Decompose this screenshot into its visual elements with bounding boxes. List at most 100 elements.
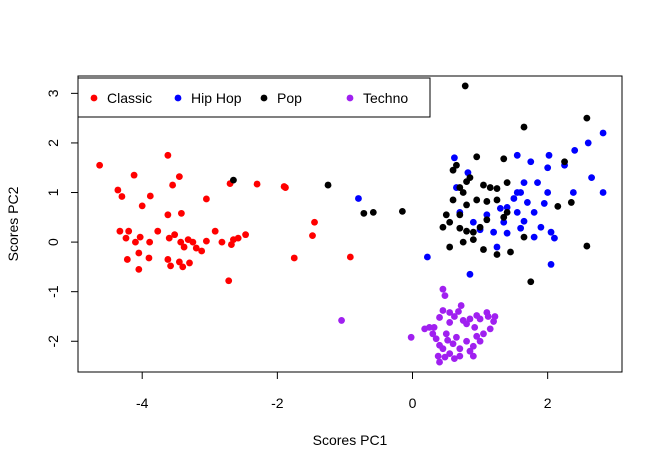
data-point bbox=[486, 184, 494, 191]
data-point bbox=[456, 352, 464, 360]
data-point bbox=[225, 277, 233, 285]
data-point bbox=[456, 211, 464, 219]
data-point bbox=[146, 192, 154, 200]
data-point bbox=[520, 123, 528, 131]
data-points bbox=[96, 82, 607, 366]
data-point bbox=[463, 320, 470, 328]
data-point bbox=[355, 195, 362, 202]
data-point bbox=[544, 189, 552, 196]
y-tick-label: 0 bbox=[45, 238, 61, 246]
data-point bbox=[442, 211, 450, 219]
data-point bbox=[186, 259, 193, 267]
data-point bbox=[455, 308, 462, 315]
data-point bbox=[567, 199, 575, 206]
data-point bbox=[146, 238, 154, 246]
data-point bbox=[132, 238, 139, 246]
data-point bbox=[177, 209, 185, 217]
data-point bbox=[430, 323, 438, 331]
data-point bbox=[179, 263, 187, 271]
legend-marker bbox=[174, 94, 182, 102]
data-point bbox=[547, 228, 555, 236]
data-point bbox=[599, 189, 607, 196]
data-point bbox=[588, 174, 595, 182]
data-point bbox=[423, 253, 431, 261]
data-point bbox=[165, 234, 173, 242]
data-point bbox=[451, 355, 458, 363]
data-point bbox=[473, 312, 481, 319]
data-point bbox=[503, 229, 511, 237]
data-point bbox=[469, 352, 477, 360]
data-point bbox=[114, 186, 122, 194]
data-point bbox=[230, 176, 237, 184]
legend-label: Hip Hop bbox=[191, 90, 242, 106]
legend-box bbox=[77, 77, 431, 118]
data-point bbox=[476, 223, 484, 231]
data-point bbox=[290, 254, 298, 262]
data-point bbox=[466, 347, 474, 355]
data-point bbox=[398, 207, 406, 215]
data-point bbox=[202, 195, 210, 203]
data-point bbox=[491, 313, 499, 320]
legend: Classic Hip Hop Pop Techno bbox=[77, 77, 431, 118]
data-point bbox=[456, 224, 464, 232]
data-point bbox=[442, 330, 450, 338]
data-point bbox=[545, 151, 553, 159]
data-point bbox=[439, 223, 447, 231]
data-point bbox=[476, 337, 484, 345]
data-point bbox=[486, 325, 494, 333]
data-point bbox=[480, 246, 487, 253]
data-point bbox=[446, 218, 454, 226]
data-point bbox=[446, 309, 454, 316]
y-tick-label: 2 bbox=[45, 139, 61, 147]
data-point bbox=[480, 330, 487, 338]
legend-marker bbox=[260, 94, 268, 102]
data-point bbox=[469, 218, 477, 226]
x-tick-label: -4 bbox=[136, 395, 149, 411]
data-point bbox=[449, 340, 457, 348]
data-point bbox=[135, 265, 143, 273]
data-point bbox=[503, 208, 511, 216]
data-point bbox=[434, 352, 442, 360]
data-point bbox=[421, 325, 429, 333]
data-point bbox=[583, 114, 591, 122]
data-point bbox=[309, 232, 316, 240]
data-point bbox=[496, 204, 504, 212]
data-point bbox=[463, 337, 470, 345]
data-point bbox=[192, 244, 200, 252]
data-point bbox=[439, 285, 447, 293]
data-point bbox=[513, 208, 521, 216]
data-point bbox=[547, 261, 555, 268]
x-tick-label: 2 bbox=[544, 395, 552, 411]
data-point bbox=[473, 196, 481, 204]
data-point bbox=[175, 173, 183, 181]
data-point bbox=[135, 249, 143, 257]
data-point bbox=[561, 158, 568, 166]
data-point bbox=[164, 151, 172, 159]
data-point bbox=[583, 242, 591, 250]
data-point bbox=[446, 350, 454, 358]
data-point bbox=[493, 243, 501, 251]
legend-label: Classic bbox=[107, 90, 152, 106]
data-point bbox=[432, 335, 440, 343]
data-point bbox=[569, 189, 577, 196]
data-point bbox=[122, 234, 130, 242]
data-point bbox=[346, 253, 354, 261]
data-point bbox=[118, 193, 126, 200]
data-point bbox=[530, 208, 538, 216]
data-point bbox=[513, 189, 521, 196]
data-point bbox=[463, 178, 470, 186]
data-point bbox=[500, 155, 508, 163]
data-point bbox=[503, 179, 511, 186]
data-point bbox=[441, 292, 449, 300]
data-point bbox=[520, 179, 528, 186]
data-point bbox=[228, 241, 235, 248]
y-tick-label: -1 bbox=[45, 285, 61, 298]
data-point bbox=[599, 129, 607, 137]
x-axis: -4 -2 0 2 bbox=[136, 371, 552, 411]
data-point bbox=[439, 345, 447, 353]
data-point bbox=[463, 227, 470, 235]
data-point bbox=[480, 181, 487, 189]
data-point bbox=[436, 358, 443, 366]
data-point bbox=[407, 333, 415, 341]
data-point bbox=[466, 315, 474, 323]
